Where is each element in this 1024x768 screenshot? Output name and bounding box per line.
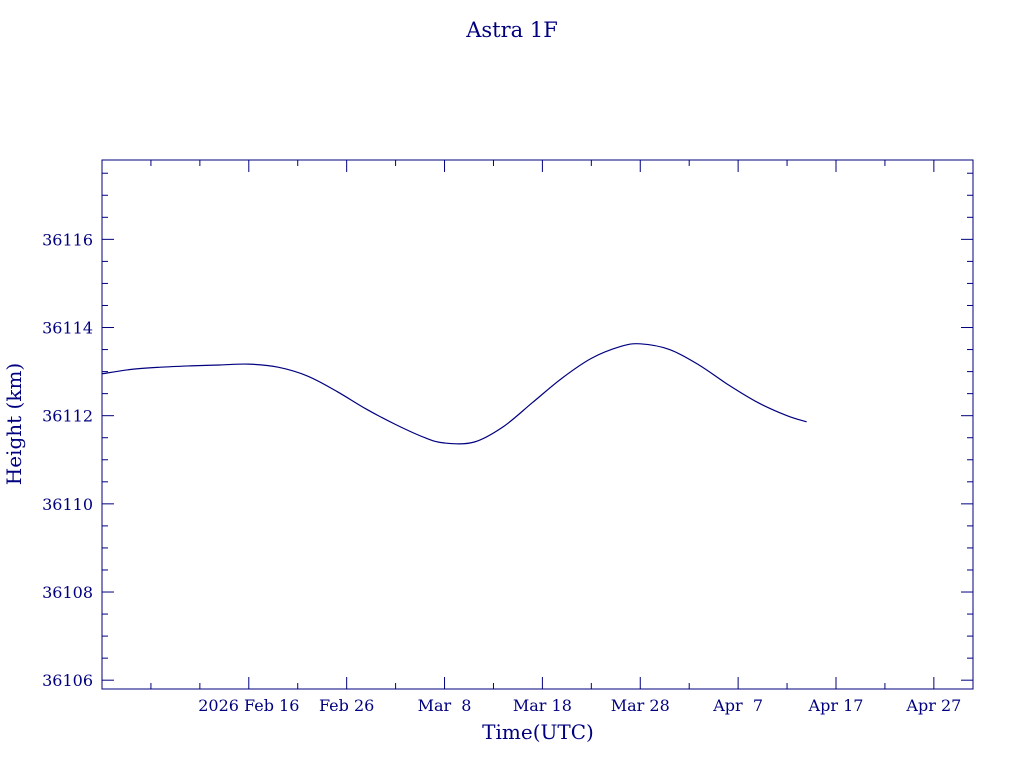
y-tick-label: 36112 [42,407,93,426]
plot-frame [101,159,974,690]
chart-title: Astra 1F [465,18,558,42]
x-tick-label: Apr 17 [808,696,864,715]
y-tick-label: 36108 [42,583,93,602]
series-line [101,343,807,445]
x-tick-label: Mar 28 [611,696,670,715]
x-tick-label: 2026 Feb 16 [198,696,299,715]
x-tick-label: Mar 8 [418,696,472,715]
series-layer [101,343,807,445]
y-axis-label: Height (km) [2,363,26,485]
y-tick-label: 36114 [42,319,93,338]
x-tick-label: Mar 18 [513,696,572,715]
x-axis-label: Time(UTC) [482,720,594,744]
x-tick-label: Apr 27 [905,696,961,715]
y-tick-label: 36116 [42,230,93,249]
y-tick-label: 36110 [42,495,93,514]
y-axis: 36106 36108 36110 36112 36114 36116 [42,172,973,690]
x-axis: 2026 Feb 16 Feb 26 Mar 8 Mar 18 Mar 28 Apr 7 A… [101,160,961,715]
x-tick-label: Apr 7 [712,696,763,715]
x-tick-label: Feb 26 [319,696,374,715]
y-tick-label: 36106 [42,671,93,690]
